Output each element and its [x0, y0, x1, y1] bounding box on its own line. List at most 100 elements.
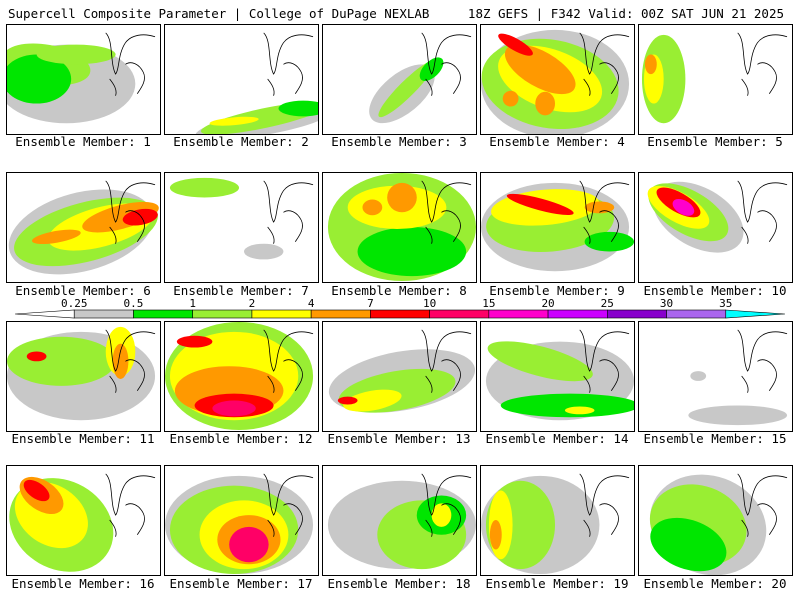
field-contour: [489, 520, 502, 550]
great-lakes-outline: [263, 473, 314, 537]
field-contour: [506, 193, 574, 215]
field-contour: [487, 341, 593, 382]
colorbar-tick-label: 4: [308, 297, 315, 310]
member-label: Ensemble Member: 10: [643, 283, 787, 298]
great-lakes-outline: [579, 180, 630, 244]
field-contour: [688, 405, 788, 426]
member-map-4: [480, 24, 635, 135]
great-lakes-outline: [579, 32, 630, 96]
field-contour: [644, 54, 657, 75]
colorbar-swatch: [73, 309, 134, 319]
field-contour: [564, 406, 595, 415]
run-valid-time: 18Z GEFS | F342 Valid: 00Z SAT JUN 21 20…: [467, 6, 784, 21]
field-contour: [672, 198, 695, 216]
member-label: Ensemble Member: 14: [485, 431, 629, 446]
colorbar-tick-label: 7: [367, 297, 374, 310]
field-contour: [419, 57, 444, 81]
member-label: Ensemble Member: 13: [327, 431, 471, 446]
member-map-18: [322, 465, 477, 576]
great-lakes-outline: [737, 180, 788, 244]
field-contour: [209, 116, 259, 126]
member-map-19: [480, 465, 635, 576]
member-map-7: [164, 172, 319, 283]
field-contour: [229, 526, 269, 563]
member-label: Ensemble Member: 17: [169, 576, 313, 591]
field-contour: [498, 33, 533, 56]
colorbar-tick-label: 2: [249, 297, 256, 310]
field-contour: [278, 100, 318, 117]
colorbar-swatch: [547, 309, 608, 319]
field-contour: [535, 91, 556, 116]
member-label: Ensemble Member: 18: [327, 576, 471, 591]
member-label: Ensemble Member: 9: [489, 283, 625, 298]
great-lakes-outline: [421, 180, 472, 244]
field-contour: [362, 199, 383, 216]
great-lakes-outline: [105, 473, 156, 537]
field-contour: [7, 336, 116, 386]
member-map-16: [6, 465, 161, 576]
colorbar-tick-label: 35: [719, 297, 732, 310]
field-contour: [169, 177, 240, 198]
member-map-2: [164, 24, 319, 135]
member-label: Ensemble Member: 8: [331, 283, 467, 298]
member-label: Ensemble Member: 3: [331, 134, 467, 149]
member-label: Ensemble Member: 4: [489, 134, 625, 149]
colorbar-tick-label: 20: [541, 297, 554, 310]
colorbar-swatch: [488, 309, 549, 319]
field-contour: [584, 231, 634, 252]
colorbar-tick-label: 10: [423, 297, 436, 310]
member-label: Ensemble Member: 7: [173, 283, 309, 298]
member-map-1: [6, 24, 161, 135]
member-label: Ensemble Member: 11: [11, 431, 155, 446]
great-lakes-outline: [105, 180, 156, 244]
field-contour: [32, 229, 81, 245]
great-lakes-outline: [737, 473, 788, 537]
colorbar-swatch: [607, 309, 667, 319]
member-label: Ensemble Member: 2: [173, 134, 309, 149]
member-map-14: [480, 321, 635, 432]
great-lakes-outline: [421, 473, 472, 537]
colorbar-left-arrow: [14, 309, 75, 319]
colorbar-swatch: [133, 309, 193, 319]
field-contour: [357, 227, 467, 277]
field-contour: [343, 389, 402, 412]
member-label: Ensemble Member: 5: [647, 134, 783, 149]
chart-title: Supercell Composite Parameter | College …: [8, 6, 430, 21]
member-label: Ensemble Member: 6: [15, 283, 151, 298]
member-map-13: [322, 321, 477, 432]
field-contour: [431, 503, 452, 527]
field-contour: [212, 400, 256, 417]
member-label: Ensemble Member: 19: [485, 576, 629, 591]
great-lakes-outline: [421, 32, 472, 96]
member-map-10: [638, 172, 793, 283]
field-contour: [26, 351, 47, 362]
field-contour: [337, 396, 358, 405]
field-contour: [23, 479, 50, 502]
field-contour: [36, 44, 116, 65]
member-label: Ensemble Member: 16: [11, 576, 155, 591]
member-map-6: [6, 172, 161, 283]
field-contour: [243, 243, 284, 260]
great-lakes-outline: [105, 32, 156, 96]
member-map-8: [322, 172, 477, 283]
color-scale-legend: 0.25 0.5 1 2 4 7 10 15 20 25 30 35: [14, 297, 786, 319]
great-lakes-outline: [263, 329, 314, 393]
great-lakes-outline: [737, 329, 788, 393]
colorbar-swatch: [429, 309, 490, 319]
member-map-15: [638, 321, 793, 432]
great-lakes-outline: [579, 329, 630, 393]
colorbar-tick-label: 15: [482, 297, 495, 310]
field-contour: [584, 201, 615, 214]
colorbar-swatch: [251, 309, 312, 319]
field-contour: [122, 208, 158, 226]
member-label: Ensemble Member: 20: [643, 576, 787, 591]
colorbar-tick-label: 1: [189, 297, 196, 310]
field-contour: [504, 44, 576, 95]
colorbar-tick-label: 25: [601, 297, 614, 310]
great-lakes-outline: [421, 329, 472, 393]
great-lakes-outline: [105, 329, 156, 393]
colorbar-swatch: [725, 309, 786, 319]
great-lakes-outline: [579, 473, 630, 537]
field-contour: [690, 371, 707, 381]
field-contour: [650, 517, 727, 572]
